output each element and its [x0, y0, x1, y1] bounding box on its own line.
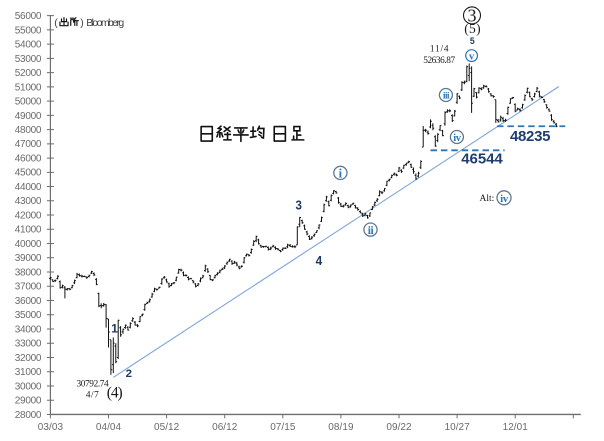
svg-text:2: 2	[126, 368, 132, 380]
svg-text:50000: 50000	[15, 97, 42, 108]
svg-text:41000: 41000	[15, 225, 42, 236]
svg-text:42000: 42000	[15, 210, 42, 221]
svg-text:iv: iv	[453, 133, 462, 144]
svg-text:(4): (4)	[107, 385, 123, 402]
svg-text:iii: iii	[443, 92, 450, 102]
svg-text:46544: 46544	[461, 151, 503, 168]
svg-text:11/4: 11/4	[430, 45, 449, 55]
svg-text:52000: 52000	[15, 68, 42, 79]
svg-text:ii: ii	[368, 225, 375, 237]
svg-text:(: (	[54, 17, 58, 29]
svg-text:04/04: 04/04	[96, 422, 122, 433]
svg-text:12/01: 12/01	[503, 422, 529, 433]
svg-text:08/19: 08/19	[328, 422, 354, 433]
svg-text:v: v	[469, 51, 475, 62]
svg-text:44000: 44000	[15, 182, 42, 193]
svg-text:38000: 38000	[15, 267, 42, 278]
svg-text:05/12: 05/12	[154, 422, 180, 433]
svg-text:10/27: 10/27	[445, 422, 471, 433]
svg-text:3: 3	[468, 5, 477, 25]
svg-text:46000: 46000	[15, 153, 42, 164]
svg-text:30000: 30000	[15, 381, 42, 392]
svg-text:): )	[80, 17, 84, 29]
svg-text:1: 1	[111, 321, 118, 335]
svg-text:39000: 39000	[15, 253, 42, 264]
svg-text:4/7: 4/7	[86, 391, 99, 401]
svg-text:28000: 28000	[15, 410, 42, 421]
svg-text:53000: 53000	[15, 54, 42, 65]
svg-text:35000: 35000	[15, 310, 42, 321]
svg-text:51000: 51000	[15, 82, 42, 93]
svg-text:43000: 43000	[15, 196, 42, 207]
svg-text:34000: 34000	[15, 324, 42, 335]
svg-text:5: 5	[470, 36, 475, 47]
svg-text:09/22: 09/22	[386, 422, 412, 433]
svg-text:Alt:: Alt:	[480, 194, 495, 204]
svg-text:33000: 33000	[15, 339, 42, 350]
svg-text:52636.87: 52636.87	[423, 56, 455, 66]
svg-text:29000: 29000	[15, 396, 42, 407]
svg-text:4: 4	[316, 254, 323, 268]
svg-text:54000: 54000	[15, 40, 42, 51]
svg-text:56000: 56000	[15, 11, 42, 22]
svg-text:i: i	[339, 167, 343, 181]
svg-text:36000: 36000	[15, 296, 42, 307]
svg-text:(5): (5)	[464, 21, 480, 36]
svg-text:Bloomberg: Bloomberg	[86, 17, 124, 29]
svg-text:48000: 48000	[15, 125, 42, 136]
svg-text:3: 3	[296, 198, 302, 212]
svg-text:03/03: 03/03	[38, 422, 64, 433]
svg-text:30792.74: 30792.74	[77, 380, 110, 390]
svg-text:49000: 49000	[15, 111, 42, 122]
svg-text:47000: 47000	[15, 139, 42, 150]
svg-text:07/15: 07/15	[270, 422, 296, 433]
svg-text:55000: 55000	[15, 25, 42, 36]
svg-text:48235: 48235	[510, 128, 551, 145]
svg-text:31000: 31000	[15, 367, 42, 378]
svg-text:40000: 40000	[15, 239, 42, 250]
svg-text:37000: 37000	[15, 282, 42, 293]
svg-text:45000: 45000	[15, 168, 42, 179]
svg-text:06/12: 06/12	[212, 422, 238, 433]
svg-text:32000: 32000	[15, 353, 42, 364]
svg-text:iv: iv	[500, 193, 509, 205]
